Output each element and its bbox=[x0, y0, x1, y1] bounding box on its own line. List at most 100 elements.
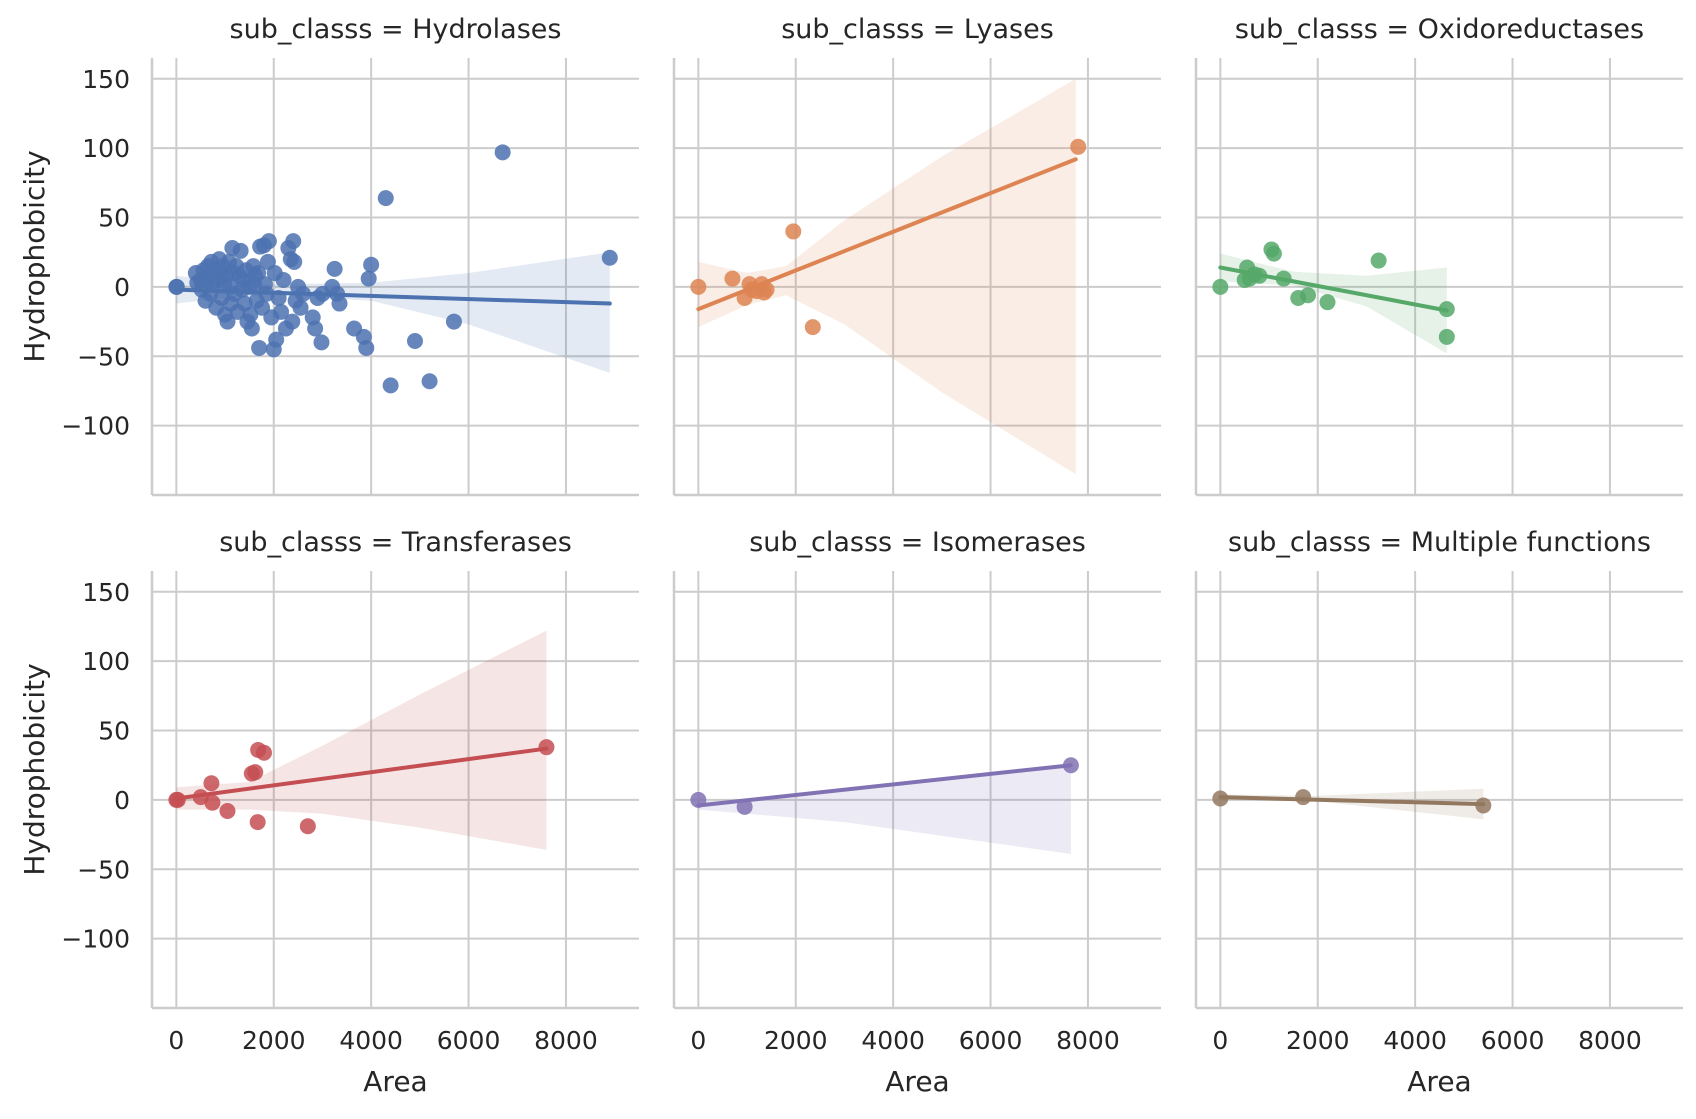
facet-panel-6: sub_classs = Multiple functions 0 2000 4000… bbox=[1194, 527, 1683, 1098]
facet-panel-3: sub_classs = Oxidoreductases bbox=[1194, 14, 1683, 497]
data-point bbox=[363, 256, 380, 273]
data-point bbox=[232, 242, 249, 259]
x-tick-label: 6000 bbox=[1481, 1026, 1545, 1055]
data-point bbox=[601, 249, 618, 266]
data-point bbox=[219, 313, 236, 330]
confidence-band bbox=[176, 252, 610, 373]
x-tick-label: 2000 bbox=[1286, 1026, 1350, 1055]
y-tick-label: 150 bbox=[82, 578, 130, 607]
data-point bbox=[313, 334, 330, 351]
data-point bbox=[382, 377, 399, 394]
x-tick-label: 0 bbox=[1212, 1026, 1228, 1055]
data-point bbox=[168, 278, 185, 295]
regression-line bbox=[696, 763, 1073, 808]
y-tick-label: 50 bbox=[98, 717, 130, 746]
data-point bbox=[804, 319, 821, 336]
x-tick-label: 8000 bbox=[1056, 1026, 1120, 1055]
x-tick-label: 2000 bbox=[764, 1026, 828, 1055]
data-point bbox=[1300, 287, 1317, 304]
y-tick-label: 50 bbox=[98, 204, 130, 233]
data-point bbox=[690, 278, 707, 295]
facet-panel-5: sub_classs = Isomerases 0 2000 4000 6000 8000… bbox=[672, 527, 1161, 1098]
panel-title: sub_classs = Transferases bbox=[219, 527, 572, 558]
x-tick-label: 4000 bbox=[1383, 1026, 1447, 1055]
data-point bbox=[203, 775, 220, 792]
data-point bbox=[307, 320, 324, 337]
data-point bbox=[360, 270, 377, 287]
data-point bbox=[358, 339, 375, 356]
x-axis-label: Area bbox=[363, 1065, 427, 1098]
x-axis-label: Area bbox=[885, 1065, 949, 1098]
data-point bbox=[406, 333, 423, 350]
data-point bbox=[445, 313, 462, 330]
data-point bbox=[247, 764, 264, 781]
data-point bbox=[268, 331, 285, 348]
x-tick-label: 6000 bbox=[437, 1026, 501, 1055]
y-axis-label: Hydrophobicity bbox=[18, 663, 51, 875]
data-point bbox=[249, 814, 266, 831]
data-point bbox=[1370, 252, 1387, 269]
data-point bbox=[292, 299, 309, 316]
data-point bbox=[326, 260, 343, 277]
panel-title: sub_classs = Oxidoreductases bbox=[1235, 14, 1644, 45]
data-point bbox=[286, 253, 303, 270]
data-point bbox=[256, 744, 273, 761]
y-axis-label: Hydrophobicity bbox=[18, 150, 51, 362]
panel-title: sub_classs = Lyases bbox=[781, 14, 1054, 45]
y-tick-label: −100 bbox=[61, 412, 130, 441]
x-tick-label: 6000 bbox=[959, 1026, 1023, 1055]
data-point bbox=[1070, 138, 1087, 155]
x-tick-label: 4000 bbox=[339, 1026, 403, 1055]
y-tick-label: −50 bbox=[77, 342, 130, 371]
y-tick-label: −50 bbox=[77, 855, 130, 884]
data-point bbox=[331, 295, 348, 312]
confidence-band bbox=[698, 765, 1071, 855]
data-point bbox=[1212, 278, 1229, 295]
regression-line bbox=[174, 746, 549, 801]
facet-panel-4: sub_classs = Transferases −100 −50 0 50 100 15… bbox=[18, 527, 639, 1098]
confidence-band bbox=[1220, 788, 1484, 820]
x-tick-label: 0 bbox=[168, 1026, 184, 1055]
data-point bbox=[242, 306, 259, 323]
data-point bbox=[260, 233, 277, 250]
regression-line bbox=[696, 157, 1078, 312]
data-point bbox=[243, 320, 260, 337]
y-tick-label: 100 bbox=[82, 647, 130, 676]
y-tick-label: 0 bbox=[114, 786, 130, 815]
data-point bbox=[494, 144, 511, 161]
confidence-band bbox=[698, 78, 1076, 475]
data-point bbox=[251, 339, 268, 356]
confidence-band bbox=[176, 630, 547, 850]
data-point bbox=[285, 233, 302, 250]
data-point bbox=[724, 270, 741, 287]
y-tick-label: 100 bbox=[82, 134, 130, 163]
data-point bbox=[785, 223, 802, 240]
data-point bbox=[421, 373, 438, 390]
x-tick-label: 0 bbox=[690, 1026, 706, 1055]
data-point bbox=[377, 190, 394, 207]
x-axis-label: Area bbox=[1407, 1065, 1471, 1098]
x-tick-label: 2000 bbox=[242, 1026, 306, 1055]
data-point bbox=[284, 313, 301, 330]
x-tick-label: 8000 bbox=[534, 1026, 598, 1055]
data-point bbox=[299, 818, 316, 835]
y-tick-label: −100 bbox=[61, 925, 130, 954]
regression-line bbox=[174, 287, 612, 306]
panel-title: sub_classs = Multiple functions bbox=[1228, 527, 1651, 558]
x-tick-label: 8000 bbox=[1578, 1026, 1642, 1055]
regression-line bbox=[1218, 265, 1449, 313]
data-point bbox=[219, 803, 236, 820]
data-point bbox=[273, 303, 290, 320]
data-point bbox=[1438, 328, 1455, 345]
data-point bbox=[204, 794, 221, 811]
data-point bbox=[1295, 789, 1312, 806]
data-point bbox=[1265, 245, 1282, 262]
x-tick-label: 4000 bbox=[861, 1026, 925, 1055]
panel-title: sub_classs = Hydrolases bbox=[230, 14, 562, 45]
facet-panel-2: sub_classs = Lyases bbox=[672, 14, 1161, 497]
regression-line bbox=[1218, 795, 1486, 807]
panel-title: sub_classs = Isomerases bbox=[749, 527, 1086, 558]
y-tick-label: 0 bbox=[114, 273, 130, 302]
data-point bbox=[1319, 294, 1336, 311]
